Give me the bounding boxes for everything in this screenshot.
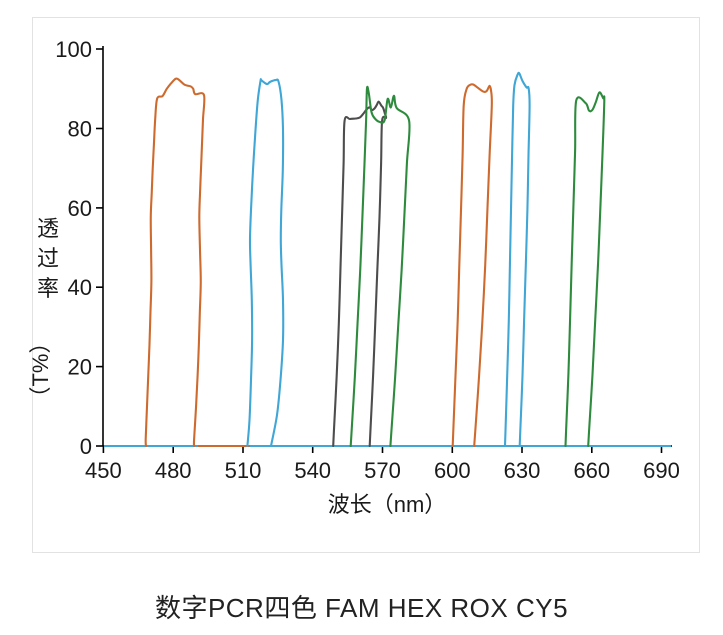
svg-text:0: 0 (80, 434, 92, 459)
svg-text:510: 510 (225, 458, 262, 483)
svg-text:波长（nm）: 波长（nm） (328, 492, 447, 517)
svg-text:690: 690 (643, 458, 680, 483)
svg-text:率: 率 (37, 276, 59, 301)
svg-text:过: 过 (37, 246, 59, 271)
svg-text:540: 540 (294, 458, 331, 483)
svg-text:600: 600 (434, 458, 471, 483)
svg-text:40: 40 (68, 275, 92, 300)
svg-text:480: 480 (155, 458, 192, 483)
svg-text:透: 透 (37, 216, 59, 241)
svg-text:（T%）: （T%） (28, 331, 53, 408)
svg-text:80: 80 (68, 117, 92, 142)
svg-text:630: 630 (504, 458, 541, 483)
svg-text:20: 20 (68, 355, 92, 380)
svg-text:100: 100 (55, 37, 92, 62)
svg-text:660: 660 (573, 458, 610, 483)
svg-text:570: 570 (364, 458, 401, 483)
svg-text:60: 60 (68, 196, 92, 221)
svg-text:450: 450 (85, 458, 122, 483)
